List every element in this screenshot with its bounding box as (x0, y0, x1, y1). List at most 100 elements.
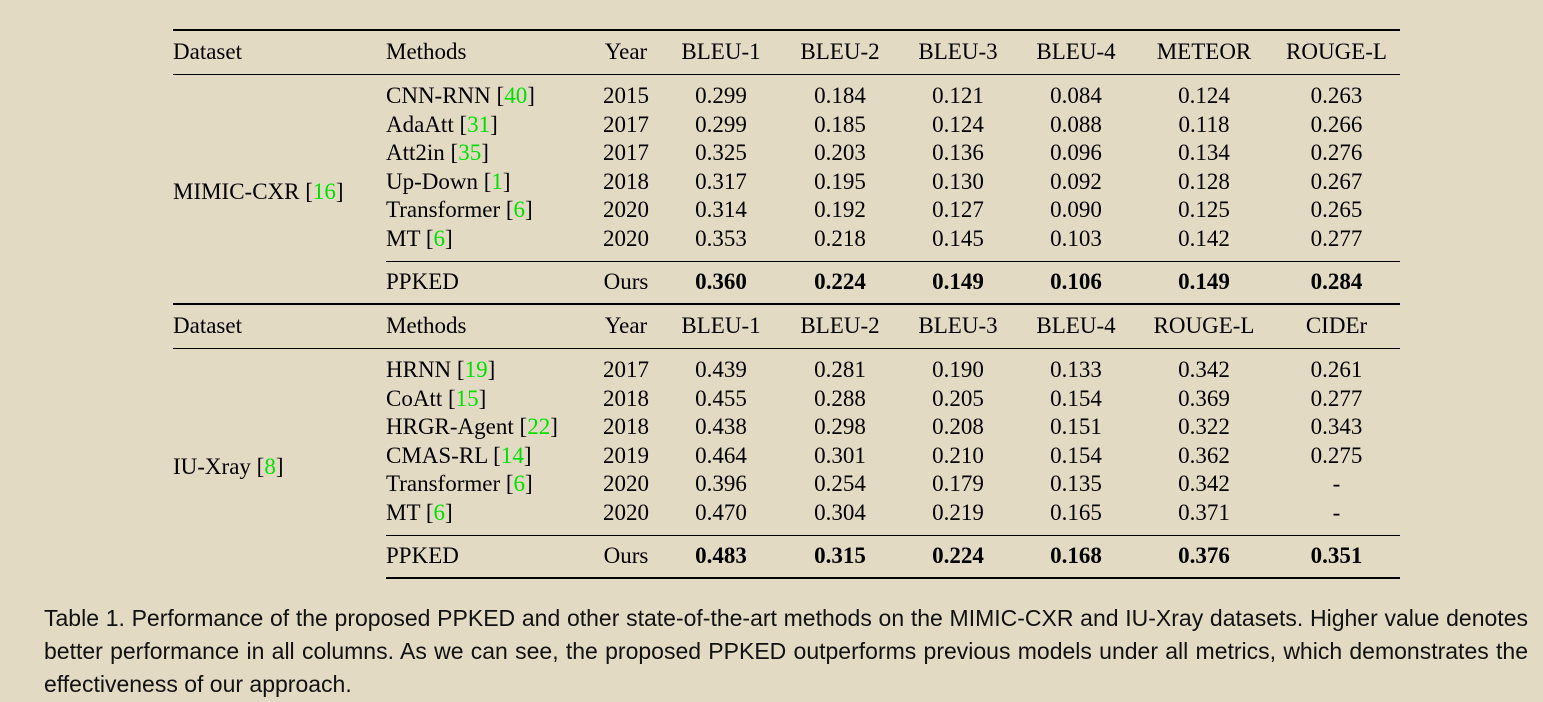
score-cell: 0.371 (1178, 499, 1230, 525)
table-caption: Table 1. Performance of the proposed PPK… (44, 605, 1528, 697)
method-name: CoAtt [15] (386, 385, 591, 414)
score-cell: 0.470 (695, 499, 747, 525)
method-name-label: AdaAtt [ (386, 111, 468, 137)
year-cell: 2017 (603, 357, 649, 382)
best-score-cell: 0.168 (1017, 535, 1135, 579)
dataset-name-label: MIMIC-CXR [ (173, 179, 313, 205)
table-row: MT [6] 2020 0.353 0.218 0.145 0.103 0.142 0.277 (173, 225, 1400, 262)
score-cell: 0.265 (1310, 197, 1363, 222)
dataset-name-label: IU-Xray [ (173, 453, 265, 479)
method-name: HRNN [19] (386, 349, 591, 385)
score-cell: 0.281 (814, 357, 866, 382)
method-name: AdaAtt [31] (386, 111, 591, 140)
table-row: CoAtt [15] 2018 0.455 0.288 0.205 0.154 0.369 0… (173, 385, 1400, 414)
citation-bracket: ] (445, 499, 453, 525)
method-name: Transformer [6] (386, 196, 591, 225)
method-name: MT [6] (386, 225, 591, 262)
score-cell: 0.301 (814, 442, 866, 468)
citation-ref[interactable]: 14 (500, 442, 524, 468)
citation-ref[interactable]: 22 (527, 414, 551, 439)
score-cell: 0.261 (1310, 357, 1363, 382)
table-row: Att2in [35] 2017 0.325 0.203 0.136 0.096 0.134… (173, 139, 1400, 168)
score-cell: 0.133 (1050, 357, 1102, 382)
method-name-label: Up-Down [ (386, 168, 492, 194)
citation-ref[interactable]: 6 (513, 471, 526, 496)
method-name: CNN-RNN [40] (386, 75, 591, 111)
score-cell: - (1332, 471, 1341, 496)
column-header: BLEU-4 (1017, 29, 1135, 75)
column-header: METEOR (1135, 29, 1273, 75)
citation-ref[interactable]: 35 (458, 140, 482, 165)
citation-ref[interactable]: 15 (455, 385, 479, 411)
score-cell: 0.135 (1050, 471, 1102, 496)
score-cell: 0.362 (1178, 442, 1230, 468)
table-row: AdaAtt [31] 2017 0.299 0.185 0.124 0.088 0.118… (173, 111, 1400, 140)
method-name: Transformer [6] (386, 470, 591, 499)
score-cell: 0.084 (1050, 83, 1102, 108)
score-cell: 0.154 (1050, 442, 1102, 468)
method-name-label: HRNN [ (386, 357, 465, 382)
citation-ref[interactable]: 16 (312, 179, 336, 205)
score-cell: 0.343 (1310, 414, 1363, 439)
citation-bracket: ] (335, 179, 344, 205)
ours-row: PPKED Ours 0.360 0.224 0.149 0.106 0.149 0.284 (173, 261, 1400, 304)
column-header: Year (591, 303, 661, 349)
citation-ref[interactable]: 6 (433, 499, 446, 525)
score-cell: 0.096 (1050, 140, 1102, 165)
column-header: CIDEr (1273, 303, 1400, 349)
column-header: ROUGE-L (1273, 29, 1400, 75)
column-header: Year (591, 29, 661, 75)
score-cell: 0.154 (1050, 385, 1102, 411)
table-row: Up-Down [1] 2018 0.317 0.195 0.130 0.092 0.128… (173, 168, 1400, 197)
score-cell: 0.088 (1050, 111, 1102, 137)
citation-ref[interactable]: 6 (513, 197, 526, 222)
results-table-container: Dataset Methods Year BLEU-1 BLEU-2 BLEU-3 BLEU… (173, 29, 1400, 579)
score-cell: 0.184 (814, 83, 866, 108)
citation-ref[interactable]: 40 (504, 83, 528, 108)
citation-ref[interactable]: 31 (467, 111, 491, 137)
score-cell: 0.121 (932, 83, 984, 108)
method-name: Up-Down [1] (386, 168, 591, 197)
year-cell: Ours (591, 535, 661, 579)
score-cell: 0.142 (1178, 225, 1230, 251)
score-cell: 0.219 (932, 499, 984, 525)
best-score-cell: 0.224 (899, 535, 1017, 579)
score-cell: 0.124 (1178, 83, 1230, 108)
citation-ref[interactable]: 1 (491, 168, 503, 194)
score-cell: 0.118 (1178, 111, 1230, 137)
citation-ref[interactable]: 19 (464, 357, 488, 382)
score-cell: 0.203 (814, 140, 866, 165)
column-header: BLEU-4 (1017, 303, 1135, 349)
score-cell: 0.288 (814, 385, 866, 411)
score-cell: 0.342 (1178, 471, 1230, 496)
year-cell: 2020 (603, 499, 649, 525)
score-cell: 0.254 (814, 471, 866, 496)
citation-ref[interactable]: 8 (264, 453, 276, 479)
score-cell: 0.277 (1310, 385, 1363, 411)
table-row: MIMIC-CXR [16] CNN-RNN [40] 2015 0.299 0.184… (173, 75, 1400, 204)
method-name: HRGR-Agent [22] (386, 413, 591, 442)
table-row: Transformer [6] 2020 0.314 0.192 0.127 0.090 0… (173, 196, 1400, 225)
citation-bracket: ] (525, 471, 533, 496)
score-cell: 0.299 (695, 111, 747, 137)
citation-ref[interactable]: 6 (433, 225, 446, 251)
column-header: BLEU-3 (899, 29, 1017, 75)
score-cell: 0.195 (814, 168, 866, 194)
year-cell: 2015 (603, 83, 649, 108)
citation-bracket: ] (478, 385, 487, 411)
column-header: BLEU-1 (661, 29, 781, 75)
score-cell: 0.263 (1310, 83, 1363, 108)
method-name: PPKED (386, 535, 591, 579)
best-score-cell: 0.315 (781, 535, 899, 579)
method-name-label: CMAS-RL [ (386, 442, 501, 468)
table-row: HRGR-Agent [22] 2018 0.438 0.298 0.208 0.151 0… (173, 413, 1400, 442)
column-header: Dataset (173, 303, 386, 349)
ours-row: PPKED Ours 0.483 0.315 0.224 0.168 0.376 0.351 (173, 535, 1400, 579)
score-cell: 0.179 (932, 471, 984, 496)
score-cell: 0.192 (814, 197, 866, 222)
column-header: Methods (386, 29, 591, 75)
year-cell: 2018 (603, 168, 649, 194)
method-name-label: Att2in [ (386, 140, 459, 165)
citation-bracket: ] (527, 83, 535, 108)
score-cell: 0.369 (1178, 385, 1230, 411)
